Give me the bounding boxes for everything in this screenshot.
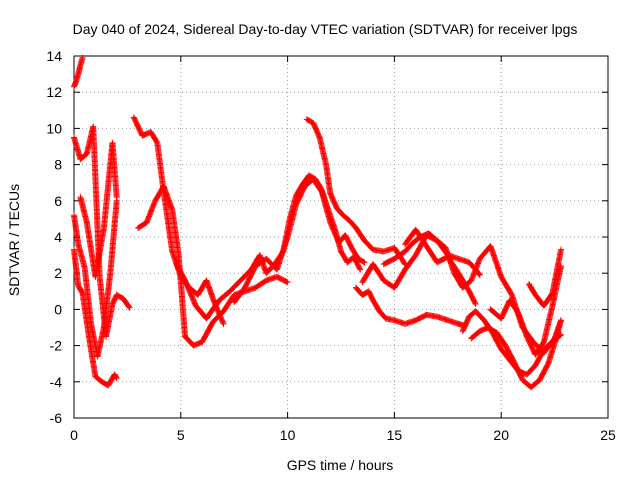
axis-ticks — [73, 55, 609, 419]
series-trace-11 — [352, 284, 468, 329]
y-tick-label: 0 — [54, 301, 62, 317]
series-trace-4 — [71, 246, 120, 389]
series-trace-17 — [487, 262, 565, 358]
series-trace-5 — [77, 139, 120, 280]
series-trace-1 — [71, 54, 86, 90]
data-point — [472, 300, 479, 307]
x-tick-label: 15 — [387, 427, 403, 443]
series-trace-9 — [231, 176, 368, 306]
y-tick-label: -2 — [50, 338, 63, 354]
y-tick-label: -4 — [50, 374, 63, 390]
data-point — [356, 265, 363, 272]
data-point — [471, 299, 478, 306]
y-axis-label: SDTVAR / TECUs — [6, 184, 22, 296]
data-point — [558, 317, 565, 324]
data-point — [79, 54, 86, 61]
data-point — [220, 319, 227, 326]
data-point — [558, 331, 565, 338]
data-point — [283, 278, 290, 285]
x-tick-label: 20 — [493, 427, 509, 443]
series-trace-18 — [525, 246, 565, 309]
y-tick-labels: -6 -4 -2 0 2 4 6 8 10 12 14 — [46, 48, 62, 426]
x-tick-label: 0 — [70, 427, 78, 443]
x-axis-label: GPS time / hours — [287, 457, 394, 473]
y-tick-label: 8 — [54, 157, 62, 173]
x-tick-labels: 0 5 10 15 20 25 — [70, 427, 616, 443]
data-point — [357, 266, 364, 273]
chart-title: Day 040 of 2024, Sidereal Day-to-day VTE… — [73, 21, 578, 37]
data-point — [558, 246, 565, 253]
y-tick-label: 12 — [46, 84, 62, 100]
data-point — [284, 279, 291, 286]
data-point — [476, 271, 483, 278]
series-trace-16 — [468, 317, 565, 391]
series-trace-2 — [71, 123, 133, 340]
data-point — [126, 304, 133, 311]
data-point — [125, 303, 132, 310]
data-point — [113, 374, 120, 381]
x-tick-label: 10 — [280, 427, 296, 443]
series-trace-8 — [173, 172, 364, 322]
data-point — [360, 258, 367, 265]
data-point — [476, 272, 483, 279]
series-trace-10 — [303, 116, 409, 268]
y-tick-label: 2 — [54, 265, 62, 281]
data-point — [361, 259, 368, 266]
data-point — [113, 194, 120, 201]
data-point — [113, 375, 120, 382]
data-point — [401, 260, 408, 267]
data-point — [220, 320, 227, 327]
y-tick-label: 14 — [46, 48, 62, 64]
y-tick-label: 10 — [46, 120, 62, 136]
series-trace-7 — [135, 183, 291, 349]
y-tick-label: 6 — [54, 193, 62, 209]
series-trace-14 — [402, 226, 479, 307]
y-tick-label: 4 — [54, 229, 62, 245]
series-trace-3 — [71, 197, 120, 360]
x-tick-label: 25 — [600, 427, 616, 443]
data-marks — [71, 54, 565, 391]
y-tick-label: -6 — [50, 410, 63, 426]
x-tick-label: 5 — [177, 427, 185, 443]
